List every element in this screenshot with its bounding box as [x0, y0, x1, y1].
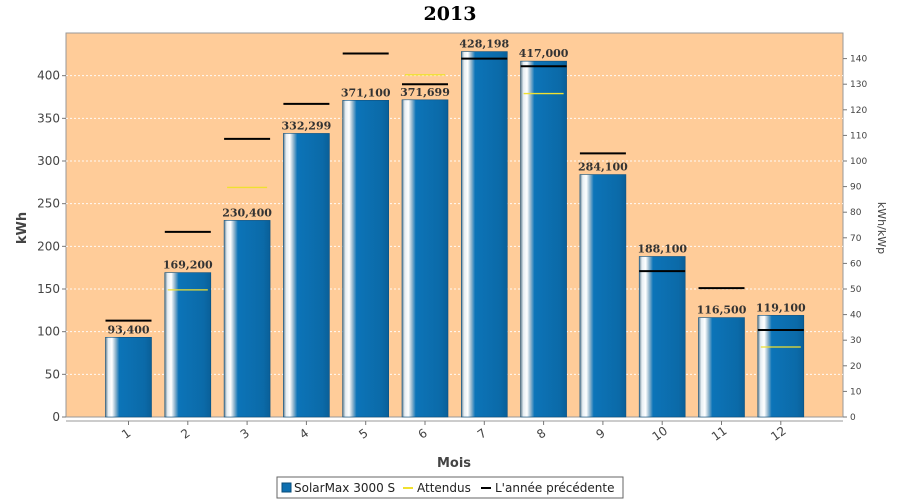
bar [401, 99, 449, 418]
legend-label-attendus: Attendus [417, 481, 471, 495]
legend-label-solarmax: SolarMax 3000 S [294, 481, 395, 495]
y2-tick-label: 10 [850, 387, 862, 397]
x-tick-label: 3 [238, 426, 252, 442]
bar [105, 336, 152, 418]
data-label: 230,400 [222, 206, 272, 219]
data-labels: 93,400 169,200 230,400 332,299 371,100 371,69… [107, 38, 806, 337]
x-tick-label: 5 [356, 426, 370, 442]
y2-tick-label: 80 [850, 208, 862, 218]
data-label: 284,100 [578, 161, 628, 174]
x-tick-label: 8 [534, 426, 548, 442]
y2-tick-label: 120 [850, 106, 867, 116]
bar [520, 60, 567, 418]
x-tick-label: 6 [416, 426, 430, 442]
y2-tick-label: 70 [850, 234, 862, 244]
x-tick-label: 1 [119, 426, 133, 442]
y2-tick-label: 40 [850, 311, 862, 321]
x-tick-label: 11 [709, 424, 730, 444]
data-label: 119,100 [756, 301, 806, 314]
y2-tick-label: 30 [850, 336, 862, 346]
y-tick-label: 250 [37, 197, 60, 211]
bar [460, 51, 508, 418]
y-tick-label: 100 [37, 325, 60, 339]
y2-axis-label: kWh/kWp [875, 202, 888, 254]
x-tick-label: 2 [178, 426, 192, 442]
y-axis-label: kWh [15, 212, 30, 244]
y2-tick-label: 0 [850, 413, 856, 423]
data-label: 169,200 [163, 259, 213, 272]
y2-tick-label: 50 [850, 285, 862, 295]
y-tick-label: 400 [37, 69, 60, 83]
y-tick-label: 150 [37, 282, 60, 296]
y-tick-label: 300 [37, 154, 60, 168]
y2-tick-label: 90 [850, 183, 862, 193]
y2-tick-label: 110 [850, 131, 867, 141]
y2-tick-label: 140 [850, 55, 867, 65]
data-label: 332,299 [282, 119, 332, 132]
chart-title: 2013 [424, 3, 477, 25]
bar [579, 174, 627, 418]
x-tick-label: 4 [297, 426, 311, 442]
legend-box [276, 476, 624, 499]
data-label: 371,699 [400, 86, 450, 99]
data-label: 417,000 [519, 47, 569, 60]
y-tick-label: 0 [52, 410, 60, 424]
y2-tick-label: 130 [850, 80, 867, 90]
bar [283, 133, 330, 418]
bar [638, 256, 686, 418]
data-label: 116,500 [697, 304, 747, 317]
bar [223, 220, 271, 418]
y2-tick-label: 20 [850, 362, 862, 372]
data-label: 428,198 [459, 38, 509, 51]
y-tick-label: 350 [37, 111, 60, 125]
bar [757, 315, 805, 418]
bar-series [105, 51, 805, 418]
x-tick-label: 12 [768, 424, 789, 444]
bar [342, 100, 390, 418]
y-tick-label: 50 [45, 367, 60, 381]
x-axis-label: Mois [437, 456, 471, 471]
x-tick-label: 9 [593, 426, 607, 442]
x-tick-label: 10 [650, 424, 671, 444]
legend-swatch-solarmax [281, 482, 292, 493]
data-label: 371,100 [341, 86, 391, 99]
data-label: 188,100 [637, 242, 687, 255]
bar [164, 272, 212, 418]
data-label: 93,400 [107, 323, 149, 336]
y2-tick-label: 100 [850, 157, 867, 167]
legend: SolarMax 3000 S Attendus L'année précéde… [276, 476, 624, 499]
y-tick-label: 200 [37, 239, 60, 253]
y2-tick-label: 60 [850, 259, 862, 269]
bar [698, 317, 745, 418]
x-tick-label: 7 [475, 426, 489, 442]
legend-label-previous-year: L'année précédente [495, 481, 614, 495]
marker-series [105, 52, 804, 348]
